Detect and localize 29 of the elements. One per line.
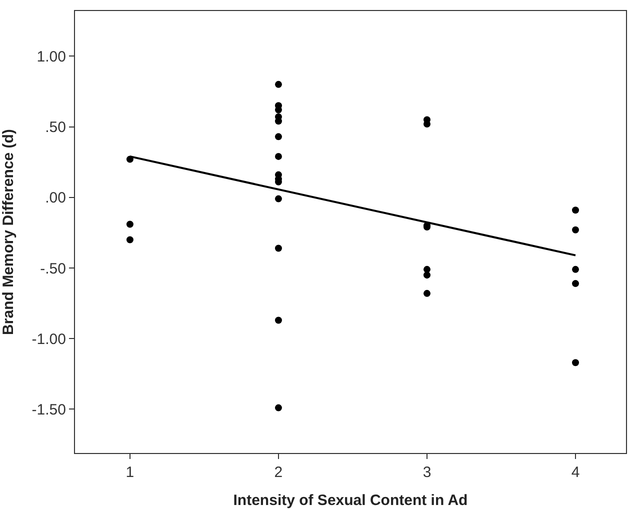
x-tick-label: 2 bbox=[274, 464, 283, 481]
x-tick-label: 1 bbox=[126, 464, 134, 481]
point bbox=[274, 195, 282, 202]
x-axis-title: Intensity of Sexual Content in Ad bbox=[233, 492, 468, 509]
y-tick-label: .50 bbox=[45, 119, 66, 136]
point bbox=[126, 236, 134, 244]
point bbox=[274, 133, 282, 140]
point bbox=[274, 316, 282, 324]
point bbox=[572, 266, 579, 273]
y-tick-label: -1.50 bbox=[32, 401, 66, 418]
point bbox=[274, 152, 282, 160]
y-tick-label: -.50 bbox=[40, 260, 66, 278]
point bbox=[423, 290, 430, 297]
point bbox=[572, 359, 579, 366]
point bbox=[274, 244, 282, 252]
point bbox=[572, 280, 579, 288]
y-tick-label: -1.00 bbox=[32, 330, 66, 348]
point bbox=[572, 206, 579, 214]
y-axis-title: Brand Memory Difference (d) bbox=[0, 129, 17, 335]
x-tick-label: 4 bbox=[571, 464, 580, 481]
y-tick-label: .00 bbox=[45, 190, 66, 207]
point bbox=[274, 80, 282, 88]
y-tick-label: 1.00 bbox=[36, 48, 66, 66]
point bbox=[126, 220, 134, 228]
point bbox=[423, 272, 430, 279]
point bbox=[572, 226, 579, 234]
point bbox=[274, 118, 282, 125]
point bbox=[274, 404, 282, 412]
x-tick-label: 3 bbox=[422, 464, 432, 481]
